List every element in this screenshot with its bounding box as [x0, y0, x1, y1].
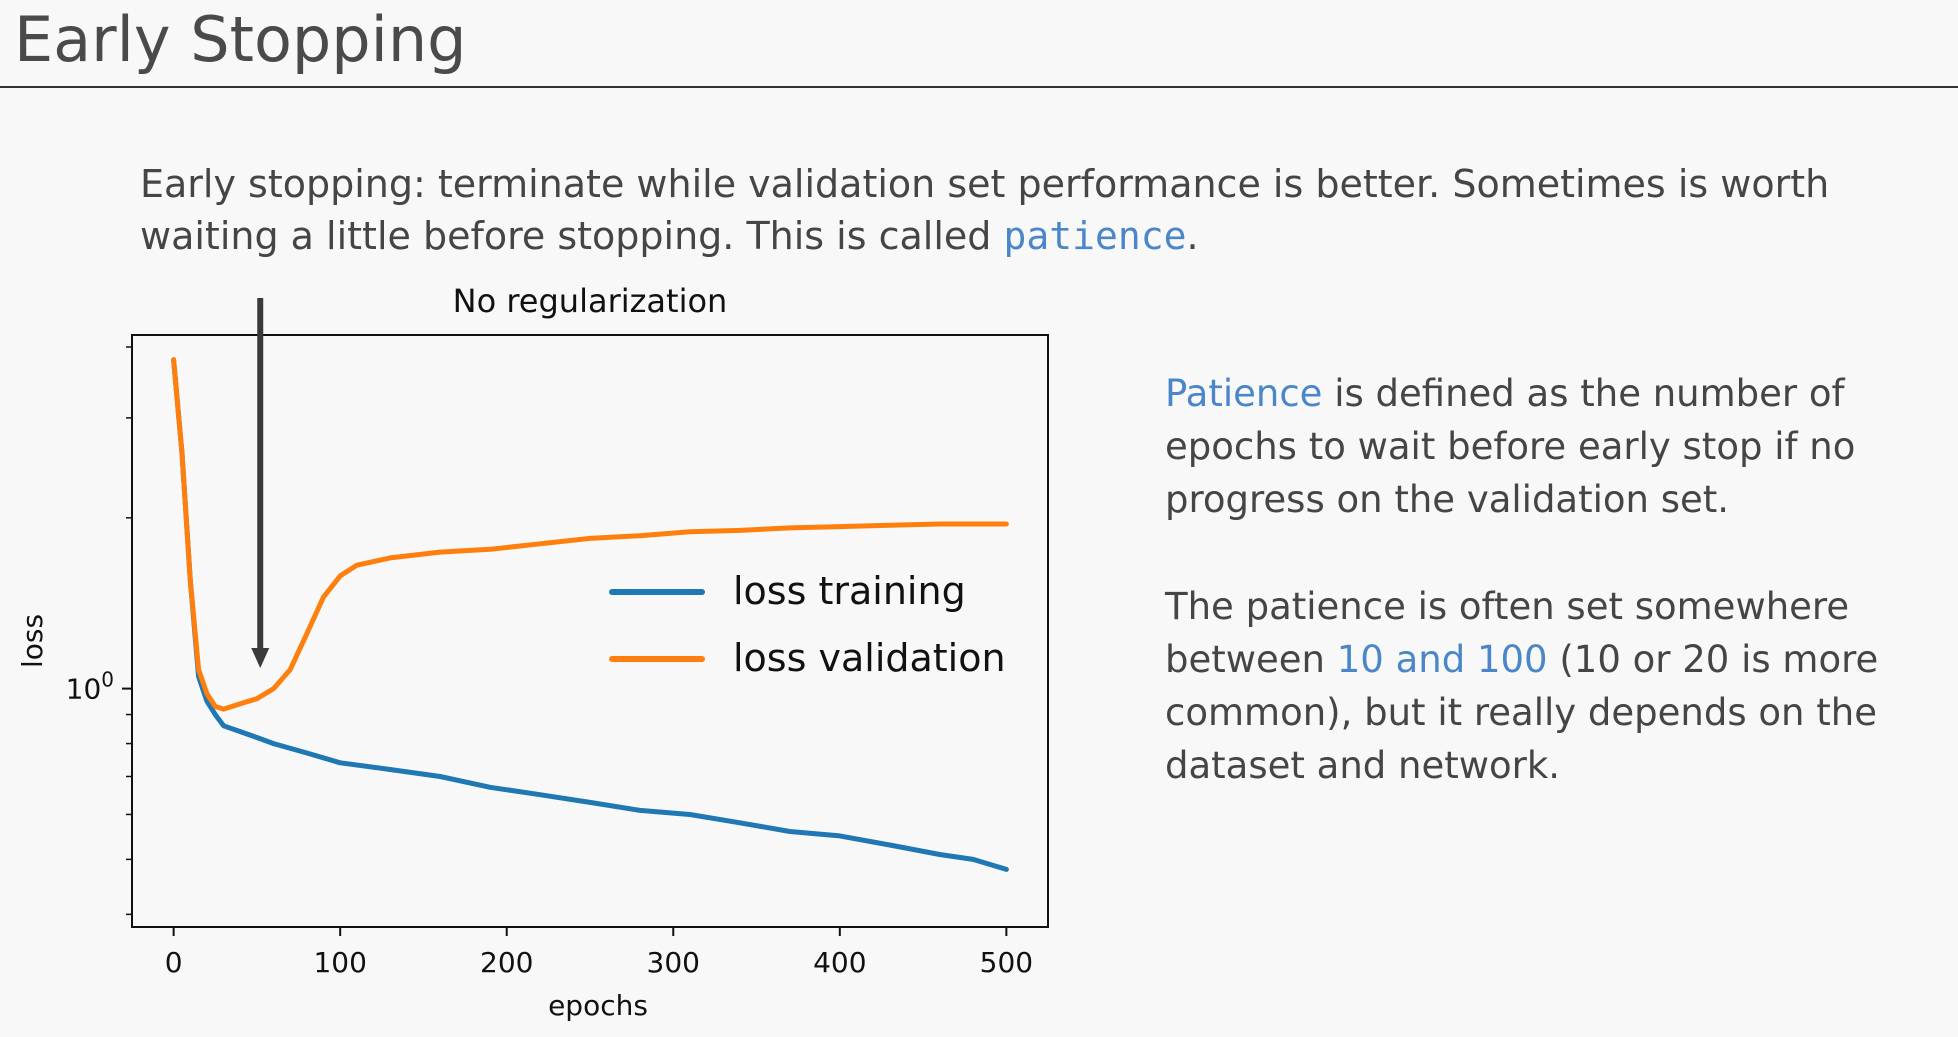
legend-label-training: loss training: [733, 569, 966, 613]
side-p2-line3: common), but it really depends on the: [1165, 691, 1877, 734]
slide-title: Early Stopping: [14, 3, 467, 76]
side-p1-line1: Patience is defined as the number of: [1165, 367, 1945, 420]
side-p2-line2: between 10 and 100 (10 or 20 is more: [1165, 633, 1945, 686]
title-divider: [0, 86, 1958, 88]
series-line-validation: [171, 357, 1009, 712]
y-axis-label: loss: [16, 614, 49, 668]
side-p1-line2: epochs to wait before early stop if no: [1165, 425, 1856, 468]
x-tick-label-100: 100: [313, 946, 366, 979]
side-p2-line2-prefix: between: [1165, 638, 1337, 681]
patience-code-term: patience: [1003, 214, 1187, 258]
x-tick-label-200: 200: [480, 946, 533, 979]
chart-title: No regularization: [453, 282, 728, 320]
side-p1-line1-rest: is defined as the number of: [1322, 372, 1845, 415]
x-tick-label-400: 400: [813, 946, 866, 979]
range-highlight: 10 and 100: [1336, 638, 1548, 681]
intro-text: Early stopping: terminate while validati…: [140, 158, 1940, 262]
plot-frame: [131, 334, 1049, 928]
intro-line-2-prefix: waiting a little before stopping. This i…: [140, 214, 1004, 258]
intro-line-2-suffix: .: [1186, 214, 1199, 258]
x-axis-label: epochs: [548, 989, 648, 1022]
x-tick-label-300: 300: [647, 946, 700, 979]
x-tick-label-500: 500: [980, 946, 1033, 979]
side-p2-line2-suffix: (10 or 20 is more: [1547, 638, 1879, 681]
early-stop-arrow-head: [251, 648, 270, 668]
intro-line-2: waiting a little before stopping. This i…: [140, 210, 1940, 262]
patience-highlight: Patience: [1165, 372, 1323, 415]
loss-chart: 0 100 200 300 400 500 100 epochs loss No regulari…: [16, 282, 1049, 1022]
legend-label-validation: loss validation: [733, 636, 1006, 680]
series-line-training: [171, 357, 1009, 872]
side-p2-line4: dataset and network.: [1165, 744, 1561, 787]
x-tick-label-0: 0: [165, 946, 183, 979]
side-p1-line3: progress on the validation set.: [1165, 478, 1730, 521]
side-p2-line1: The patience is often set somewhere: [1165, 585, 1850, 628]
patience-explanation: Patience is defined as the number of epo…: [1165, 367, 1945, 792]
y-tick-label: 100: [66, 668, 114, 706]
intro-line-1: Early stopping: terminate while validati…: [140, 162, 1830, 206]
